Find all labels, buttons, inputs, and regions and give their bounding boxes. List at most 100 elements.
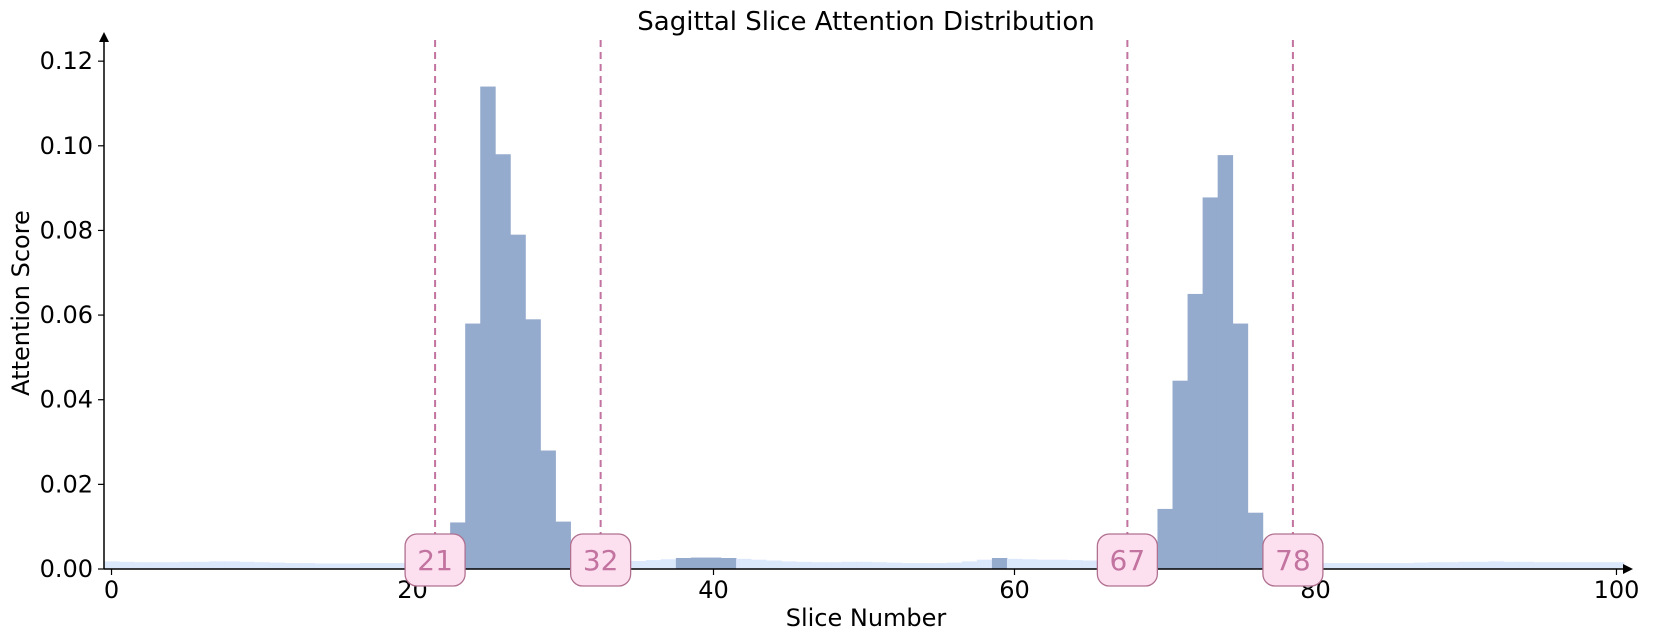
bar-slice-11 (269, 562, 285, 569)
marker-label-2: 67 (1110, 544, 1146, 577)
bar-slice-46 (796, 561, 812, 569)
bar-slice-55 (931, 563, 948, 569)
bar-slice-43 (751, 559, 767, 569)
bar-slice-40 (705, 557, 722, 569)
x-tick-label-3: 60 (999, 576, 1030, 604)
bar-slice-93 (1503, 561, 1520, 569)
bars-group (104, 86, 1625, 570)
y-tick-label-4: 0.08 (40, 216, 93, 244)
bar-slice-52 (886, 562, 903, 569)
bar-slice-35 (630, 560, 647, 569)
bar-slice-48 (826, 562, 842, 569)
bar-slice-76 (1247, 512, 1264, 569)
bar-slice-9 (239, 561, 255, 569)
bar-slice-96 (1548, 562, 1565, 569)
bar-slice-75 (1232, 323, 1249, 569)
bar-slice-13 (299, 563, 316, 569)
bar-slice-87 (1413, 562, 1429, 569)
marker-labels-group: 21 32 67 78 (404, 533, 1324, 587)
y-axis-label: Attention Score (7, 210, 35, 396)
bar-slice-97 (1563, 562, 1580, 569)
bar-slice-38 (675, 558, 692, 569)
bar-slice-6 (194, 561, 210, 569)
bar-slice-4 (164, 562, 180, 569)
bar-slice-50 (856, 561, 872, 569)
bar-slice-16 (344, 563, 361, 569)
x-axis-label: Slice Number (786, 604, 947, 632)
bar-slice-37 (660, 559, 677, 569)
bar-slice-28 (525, 319, 541, 569)
bar-slice-62 (1037, 559, 1053, 569)
bar-slice-72 (1187, 293, 1204, 569)
bar-slice-7 (209, 561, 225, 569)
bar-slice-18 (374, 563, 391, 569)
bar-slice-19 (389, 563, 406, 569)
marker-label-box-0 (404, 533, 466, 587)
bar-slice-64 (1067, 560, 1083, 569)
bar-slice-44 (766, 560, 782, 569)
x-tick-label-2: 40 (698, 576, 729, 604)
bar-slice-98 (1578, 562, 1595, 569)
bar-slice-30 (555, 521, 571, 569)
bar-slice-26 (495, 154, 511, 569)
bar-slice-1 (119, 561, 135, 569)
bar-slice-100 (1608, 562, 1625, 569)
bar-slice-2 (134, 562, 150, 569)
marker-label-box-1 (569, 533, 632, 587)
bar-slice-12 (284, 563, 301, 569)
bar-slice-81 (1323, 563, 1339, 569)
marker-label-box-2 (1096, 533, 1159, 587)
bar-slice-65 (1082, 560, 1098, 569)
bar-slice-89 (1443, 562, 1459, 569)
y-tick-label-1: 0.02 (40, 470, 93, 498)
bar-slice-25 (480, 86, 496, 570)
bar-slice-58 (976, 559, 993, 569)
bar-slice-90 (1458, 561, 1474, 569)
y-tick-label-3: 0.06 (40, 301, 93, 329)
y-tick-label-6: 0.12 (40, 47, 93, 75)
bar-slice-95 (1533, 562, 1550, 569)
marker-label-0: 21 (417, 544, 453, 577)
bar-slice-14 (314, 563, 331, 569)
bar-slice-8 (224, 561, 240, 569)
bar-slice-53 (901, 563, 918, 569)
bar-slice-83 (1353, 563, 1369, 569)
bar-slice-86 (1398, 563, 1414, 569)
bar-slice-27 (510, 234, 526, 570)
bar-slice-57 (961, 561, 978, 569)
bar-slice-92 (1488, 561, 1504, 569)
bar-slice-42 (736, 558, 752, 569)
bar-slice-41 (721, 558, 737, 569)
bar-slice-10 (254, 562, 270, 569)
bar-slice-56 (946, 562, 963, 569)
bar-slice-17 (359, 563, 376, 569)
marker-label-box-3 (1262, 533, 1324, 587)
bar-slice-70 (1157, 508, 1173, 569)
bar-slice-3 (149, 562, 165, 569)
bar-slice-0 (104, 561, 120, 569)
bar-slice-39 (690, 557, 707, 569)
bar-slice-91 (1473, 561, 1489, 569)
bar-slice-45 (781, 561, 797, 569)
marker-lines-group (434, 40, 1294, 569)
axes-group (99, 32, 1633, 574)
marker-label-1: 32 (583, 544, 619, 577)
bar-slice-99 (1593, 562, 1610, 569)
bar-slice-85 (1383, 563, 1399, 569)
bar-slice-5 (179, 561, 195, 569)
x-tick-label-0: 0 (104, 576, 119, 604)
bar-slice-59 (991, 558, 1008, 569)
y-tick-label-0: 0.00 (40, 555, 93, 583)
y-tick-label-5: 0.10 (40, 132, 93, 160)
y-tick-label-2: 0.04 (40, 386, 93, 414)
bar-slice-47 (811, 562, 827, 569)
bar-slice-51 (871, 562, 887, 569)
bar-slice-94 (1518, 561, 1535, 569)
bar-slice-61 (1022, 559, 1038, 569)
bar-slice-36 (645, 560, 662, 569)
y-axis-arrow (99, 32, 109, 42)
bar-slice-71 (1172, 380, 1188, 569)
bar-slice-15 (329, 563, 346, 569)
